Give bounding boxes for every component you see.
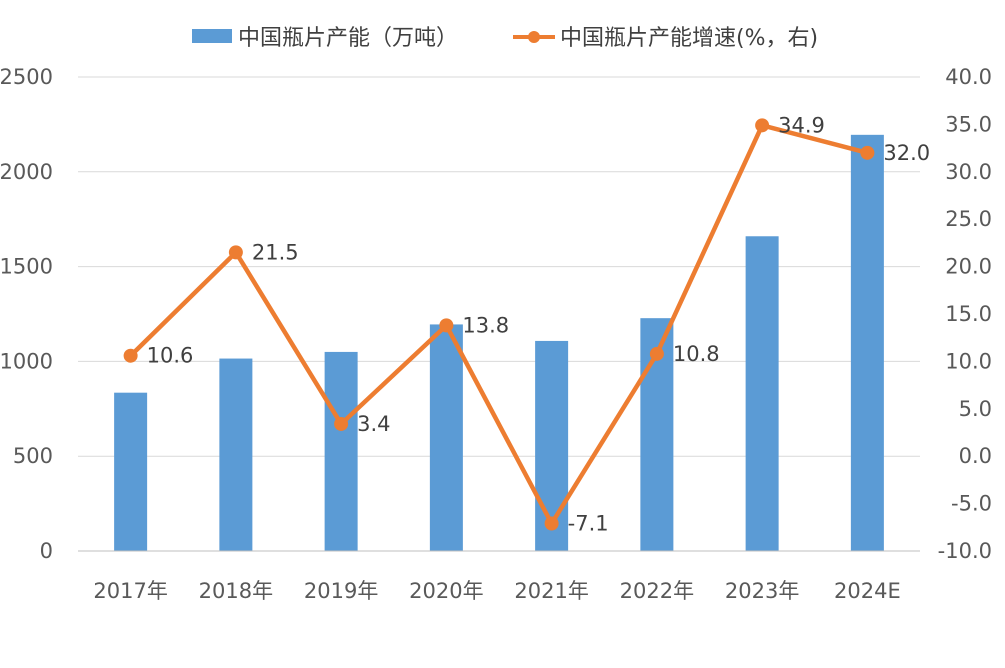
data-label: 10.6 [147,344,194,368]
legend: 中国瓶片产能（万吨） 中国瓶片产能增速(%，右) [192,26,818,51]
data-label: 10.8 [673,342,720,366]
right-tick-label: 15.0 [945,302,992,326]
line-series: 10.6 21.5 3.4 13.8 -7.1 10.8 34.9 32.0 [123,113,930,536]
x-axis: 2017年 2018年 2019年 2020年 2021年 2022年 2023年 2024E [78,550,920,603]
x-tick-label: 2017年 [93,579,167,603]
legend-swatch-marker [528,31,540,43]
legend-swatch-bar [192,29,232,43]
line-marker [755,118,770,133]
bar [219,358,253,551]
right-tick-label: 10.0 [945,349,992,373]
line-marker [544,516,559,531]
x-tick-label: 2024E [834,579,901,603]
x-tick-label: 2021年 [514,579,588,603]
bar [324,351,358,551]
legend-label-line: 中国瓶片产能增速(%，右) [560,26,818,51]
left-tick-label: 2000 [0,160,53,184]
left-tick-label: 500 [13,444,53,468]
right-tick-label: 5.0 [959,397,992,421]
x-tick-label: 2019年 [304,579,378,603]
line-marker [334,416,349,431]
right-tick-label: -5.0 [951,492,992,516]
bar [429,324,463,551]
right-tick-label: 25.0 [945,207,992,231]
line-marker [439,318,454,333]
x-tick-label: 2023年 [725,579,799,603]
x-tick-label: 2022年 [620,579,694,603]
x-tick-label: 2018年 [199,579,273,603]
bar [114,392,148,551]
left-tick-label: 0 [40,539,53,563]
legend-label-bar: 中国瓶片产能（万吨） [238,26,458,51]
data-label: 34.9 [778,113,825,137]
bar [535,340,569,551]
data-label: 32.0 [883,141,930,165]
right-tick-label: 35.0 [945,112,992,136]
bar-series [114,134,884,551]
bar [850,134,884,551]
left-tick-label: 1000 [0,349,53,373]
line-marker [860,145,875,160]
line-marker [649,346,664,361]
right-tick-label: 30.0 [945,160,992,184]
right-tick-label: -10.0 [938,539,992,563]
bar [745,236,779,551]
left-axis: 0 500 1000 1500 2000 2500 [0,65,53,563]
left-tick-label: 1500 [0,255,53,279]
data-label: 13.8 [462,313,509,337]
x-tick-label: 2020年 [409,579,483,603]
right-tick-label: 40.0 [945,65,992,89]
data-label: 3.4 [357,412,390,436]
left-tick-label: 2500 [0,65,53,89]
growth-line [129,123,868,526]
data-label: -7.1 [568,512,609,536]
right-tick-label: 20.0 [945,255,992,279]
line-marker [123,348,138,363]
line-marker [228,245,243,260]
data-label: 21.5 [252,240,299,264]
right-axis: -10.0 -5.0 0.0 5.0 10.0 15.0 20.0 25.0 30.0 35.0 4… [938,65,992,563]
right-tick-label: 0.0 [959,444,992,468]
